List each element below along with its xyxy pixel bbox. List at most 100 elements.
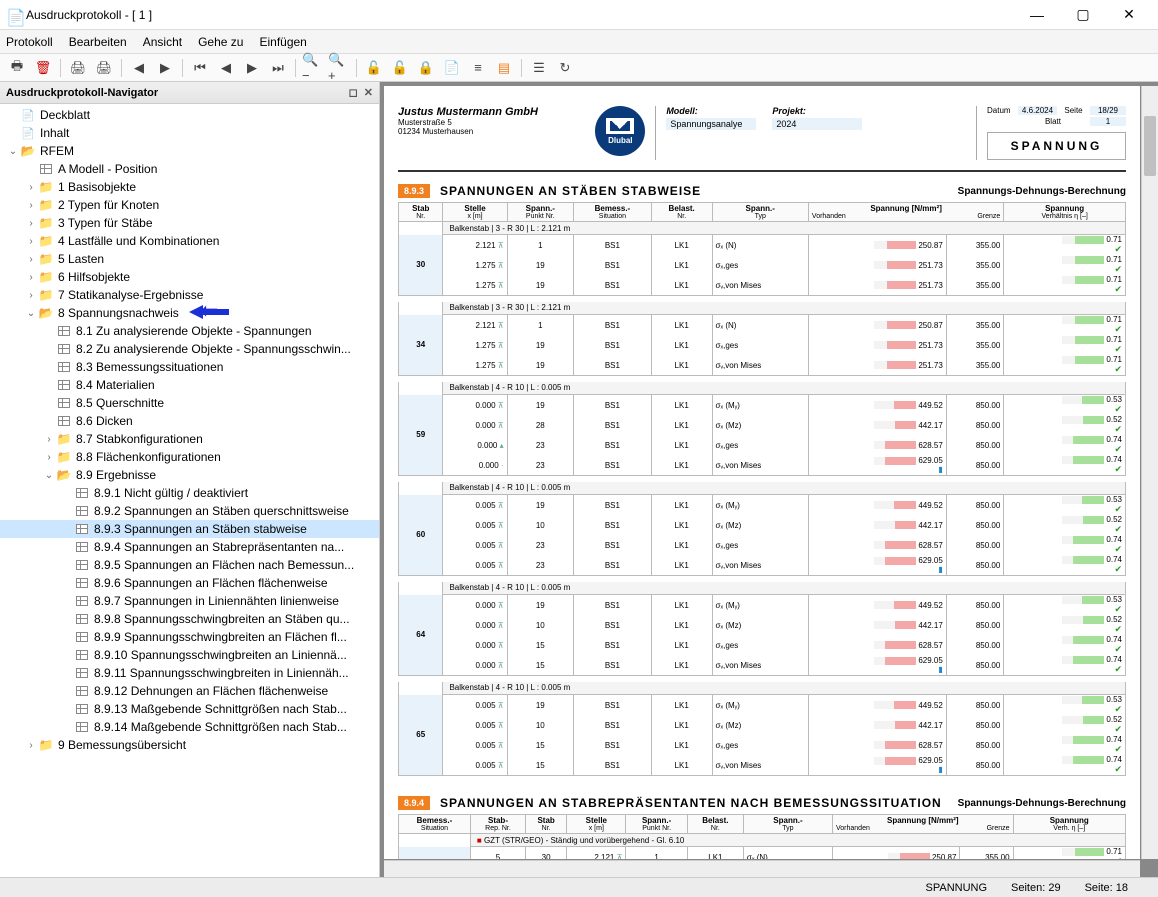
tree-item[interactable]: 8.9.7 Spannungen in Liniennähten linienw…	[0, 592, 379, 610]
horizontal-scrollbar[interactable]	[384, 860, 1140, 877]
section-tag: 8.9.3	[398, 184, 430, 198]
minimize-button[interactable]: —	[1014, 0, 1060, 30]
close-button[interactable]: ✕	[1106, 0, 1152, 30]
tree-item[interactable]: ›8.8 Flächenkonfigurationen	[0, 448, 379, 466]
tree-item-label: 8.9.10 Spannungsschwingbreiten an Linien…	[94, 648, 347, 662]
tree-item-label: 8.1 Zu analysierende Objekte - Spannunge…	[76, 324, 312, 338]
tree-item[interactable]: 8.9.14 Maßgebende Schnittgrößen nach Sta…	[0, 718, 379, 736]
tree-item-label: 4 Lastfälle und Kombinationen	[58, 234, 219, 248]
tree-item[interactable]: 8.9.6 Spannungen an Flächen flächenweise	[0, 574, 379, 592]
modell-value: Spannungsanalye	[666, 118, 756, 130]
tree-item[interactable]: 8.9.5 Spannungen an Flächen nach Bemessu…	[0, 556, 379, 574]
tree-item[interactable]: ›7 Statikanalyse-Ergebnisse	[0, 286, 379, 304]
folder-icon	[38, 179, 54, 195]
tree-item[interactable]: 8.9.11 Spannungsschwingbreiten in Linien…	[0, 664, 379, 682]
tree-item[interactable]: 8.9.8 Spannungsschwingbreiten an Stäben …	[0, 610, 379, 628]
tree-item[interactable]: 8.5 Querschnitte	[0, 394, 379, 412]
tree-item-label: 8.7 Stabkonfigurationen	[76, 432, 203, 446]
tree-item[interactable]: ›3 Typen für Stäbe	[0, 214, 379, 232]
tree-item[interactable]: 8.3 Bemessungssituationen	[0, 358, 379, 376]
tree-item[interactable]: 8.9.4 Spannungen an Stabrepräsentanten n…	[0, 538, 379, 556]
list-icon[interactable]: ☰	[528, 57, 550, 79]
grid-icon	[56, 323, 72, 339]
tree-item[interactable]: ›2 Typen für Knoten	[0, 196, 379, 214]
folder-open-icon	[38, 305, 54, 321]
tree-item[interactable]: ›8.7 Stabkonfigurationen	[0, 430, 379, 448]
menu-gehe zu[interactable]: Gehe zu	[198, 35, 243, 49]
status-spannung: SPANNUNG	[926, 882, 988, 894]
tree-item[interactable]: 8.4 Materialien	[0, 376, 379, 394]
tree-item[interactable]: ›5 Lasten	[0, 250, 379, 268]
lines-icon[interactable]: ≡	[467, 57, 489, 79]
company-name: Justus Mustermann GmbH	[398, 106, 585, 118]
lock-icon[interactable]: 🔒	[415, 57, 437, 79]
panel-float-icon[interactable]: ◻	[349, 86, 358, 99]
nav-back-icon[interactable]: ◀	[215, 57, 237, 79]
navigator-tree[interactable]: DeckblattInhalt⌄RFEMA Modell - Position›…	[0, 104, 379, 877]
section-title-2: SPANNUNGEN AN STABREPRÄSENTANTEN NACH BE…	[440, 796, 942, 810]
tree-item[interactable]: ›4 Lastfälle und Kombinationen	[0, 232, 379, 250]
grid-icon	[74, 683, 90, 699]
maximize-button[interactable]: ▢	[1060, 0, 1106, 30]
tree-item-label: Inhalt	[40, 126, 69, 140]
nav-prev-icon[interactable]: ◀	[128, 57, 150, 79]
toolbar: 🖶 🗑 🖨 🖨 ◀ ▶ ⏮ ◀ ▶ ⏭ 🔍− 🔍+ 🔓 🔓 🔒 📄 ≡ ▤ ☰ …	[0, 54, 1158, 82]
tree-item[interactable]: 8.9.12 Dehnungen an Flächen flächenweise	[0, 682, 379, 700]
nav-first-icon[interactable]: ⏮	[189, 57, 211, 79]
page-icon	[20, 107, 36, 123]
tree-item[interactable]: 8.9.9 Spannungsschwingbreiten an Flächen…	[0, 628, 379, 646]
print-icon[interactable]: 🖶	[6, 57, 28, 79]
zoom-out-icon[interactable]: 🔍−	[302, 57, 324, 79]
folder-open-icon	[56, 467, 72, 483]
tree-item[interactable]: 8.6 Dicken	[0, 412, 379, 430]
zoom-in-icon[interactable]: 🔍+	[328, 57, 350, 79]
page-icon[interactable]: 📄	[441, 57, 463, 79]
window-title: Ausdruckprotokoll - [ 1 ]	[26, 8, 1014, 22]
tree-item[interactable]: ⌄8.9 Ergebnisse	[0, 466, 379, 484]
tree-item[interactable]: 8.9.2 Spannungen an Stäben querschnittsw…	[0, 502, 379, 520]
grid-icon	[74, 503, 90, 519]
tree-item-label: 8.8 Flächenkonfigurationen	[76, 450, 221, 464]
menu-bearbeiten[interactable]: Bearbeiten	[69, 35, 127, 49]
nav-last-icon[interactable]: ⏭	[267, 57, 289, 79]
tree-item[interactable]: 8.9.10 Spannungsschwingbreiten an Linien…	[0, 646, 379, 664]
tree-item-label: 8.2 Zu analysierende Objekte - Spannungs…	[76, 342, 351, 356]
lock-open-icon[interactable]: 🔓	[363, 57, 385, 79]
menu-einfügen[interactable]: Einfügen	[259, 35, 306, 49]
menubar: Protokoll Bearbeiten Ansicht Gehe zu Einfüge…	[0, 30, 1158, 54]
tree-item[interactable]: A Modell - Position	[0, 160, 379, 178]
tree-item[interactable]: 8.9.13 Maßgebende Schnittgrößen nach Sta…	[0, 700, 379, 718]
tree-item[interactable]: ⌄RFEM	[0, 142, 379, 160]
tree-item[interactable]: ›1 Basisobjekte	[0, 178, 379, 196]
navigator-title: Ausdruckprotokoll-Navigator	[6, 87, 158, 99]
tree-item-label: 5 Lasten	[58, 252, 104, 266]
tree-item[interactable]: 8.9.1 Nicht gültig / deaktiviert	[0, 484, 379, 502]
grid-icon	[56, 359, 72, 375]
refresh-icon[interactable]: ↻	[554, 57, 576, 79]
doc-icon: 📄	[6, 8, 20, 22]
tree-item[interactable]: ⌄8 Spannungsnachweis➡	[0, 304, 379, 322]
nav-next-icon[interactable]: ▶	[154, 57, 176, 79]
tree-item[interactable]: ›6 Hilfsobjekte	[0, 268, 379, 286]
tree-item-label: 9 Bemessungsübersicht	[58, 738, 186, 752]
tree-item[interactable]: ›9 Bemessungsübersicht	[0, 736, 379, 754]
tree-item[interactable]: 8.9.3 Spannungen an Stäben stabweise	[0, 520, 379, 538]
delete-print-icon[interactable]: 🗑	[32, 57, 54, 79]
tree-item-label: 8.9.9 Spannungsschwingbreiten an Flächen…	[94, 630, 347, 644]
tree-item-label: 8.9.2 Spannungen an Stäben querschnittsw…	[94, 504, 349, 518]
vertical-scrollbar[interactable]	[1141, 86, 1158, 859]
lock-multi-icon[interactable]: 🔓	[389, 57, 411, 79]
menu-ansicht[interactable]: Ansicht	[143, 35, 182, 49]
printer-icon[interactable]: 🖨	[67, 57, 89, 79]
tree-item[interactable]: 8.2 Zu analysierende Objekte - Spannungs…	[0, 340, 379, 358]
print-multi-icon[interactable]: 🖨	[93, 57, 115, 79]
page-mark-icon[interactable]: ▤	[493, 57, 515, 79]
tree-item[interactable]: Inhalt	[0, 124, 379, 142]
nav-fwd-icon[interactable]: ▶	[241, 57, 263, 79]
tree-item-label: Deckblatt	[40, 108, 90, 122]
panel-close-icon[interactable]: ✕	[364, 86, 373, 99]
page-icon	[20, 125, 36, 141]
tree-item[interactable]: Deckblatt	[0, 106, 379, 124]
tree-item[interactable]: 8.1 Zu analysierende Objekte - Spannunge…	[0, 322, 379, 340]
menu-protokoll[interactable]: Protokoll	[6, 35, 53, 49]
